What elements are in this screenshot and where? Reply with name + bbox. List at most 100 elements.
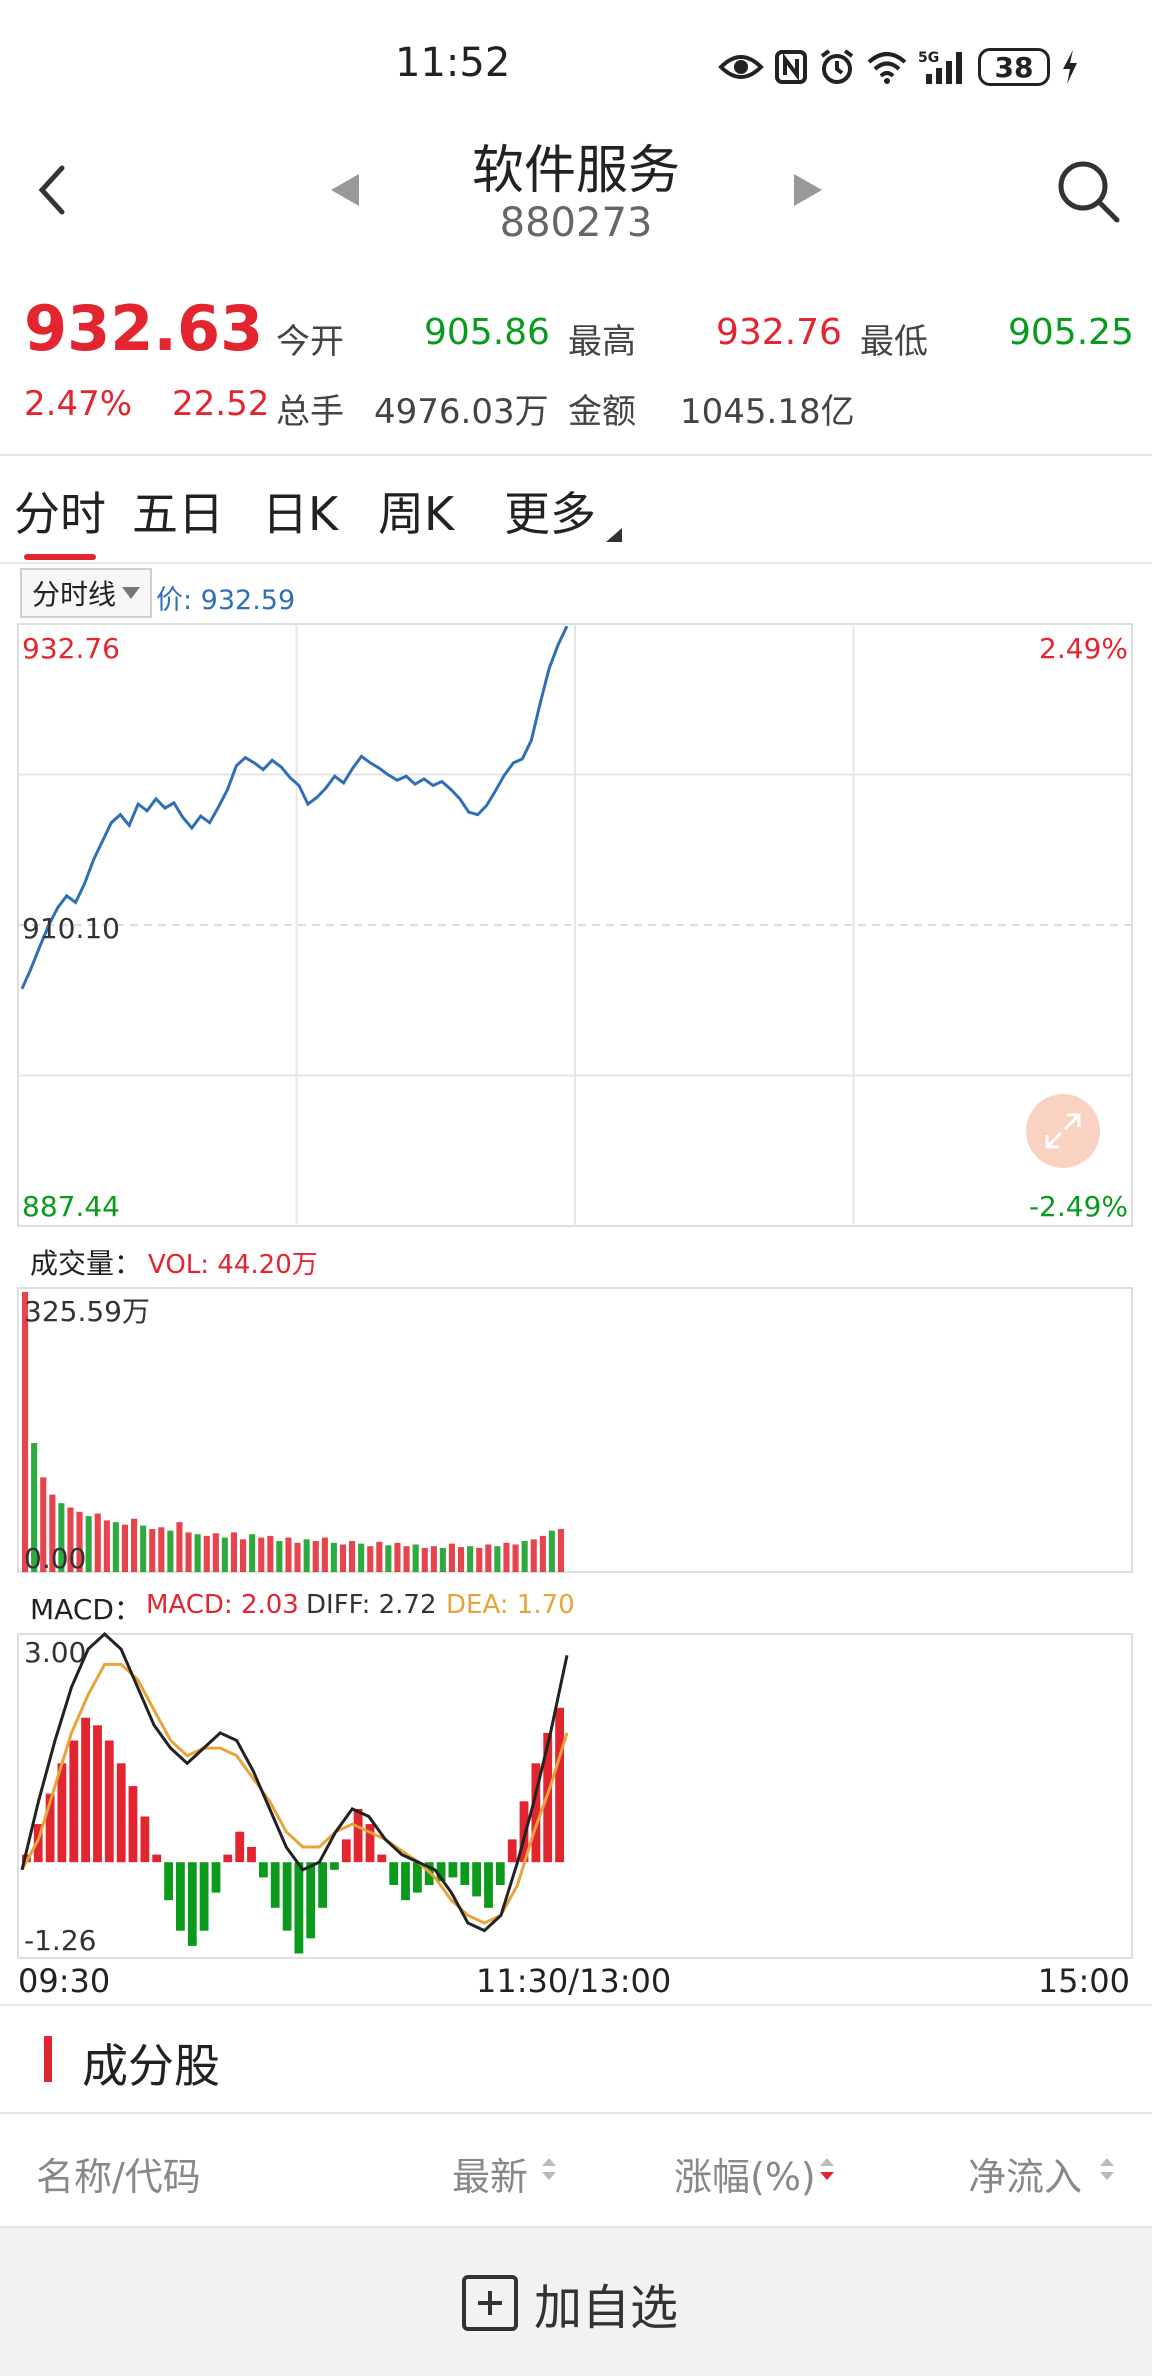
bottom-bar — [0, 2226, 1152, 2376]
macd-bar — [152, 1854, 162, 1863]
sort-icon — [542, 2158, 556, 2180]
high-value: 932.76 — [716, 312, 842, 353]
macd-bar — [460, 1862, 470, 1885]
chart-grid — [17, 623, 1133, 1959]
divider — [0, 562, 1152, 564]
price-chart — [20, 625, 569, 990]
volume-bar — [330, 1542, 337, 1572]
volume-bar — [512, 1544, 519, 1572]
volume-bar — [303, 1539, 310, 1572]
volume-bar — [131, 1518, 138, 1572]
volume-bar — [67, 1507, 74, 1572]
macd-bar — [341, 1839, 351, 1863]
change-percent: 2.47% — [24, 384, 133, 424]
pct-axis-min: -2.49% — [1028, 1190, 1128, 1223]
macd-bar — [140, 1816, 150, 1863]
macd-bar — [401, 1862, 410, 1901]
battery-indicator: 38 — [978, 48, 1050, 86]
volume-bar — [503, 1542, 510, 1572]
back-arrow-icon[interactable] — [30, 160, 74, 220]
volume-bar — [76, 1511, 83, 1572]
fullscreen-button[interactable] — [1026, 1094, 1100, 1168]
macd-bar — [507, 1839, 517, 1863]
macd-bar — [223, 1854, 233, 1863]
current-price: 932.63 — [24, 292, 264, 365]
volume-value: 4976.03万 — [374, 392, 549, 432]
search-icon[interactable] — [1055, 158, 1121, 224]
volume-bar — [539, 1535, 546, 1572]
volume-bar — [194, 1534, 201, 1572]
volume-bar — [40, 1477, 47, 1572]
volume-chart — [22, 1292, 564, 1572]
volume-bar — [339, 1544, 346, 1572]
sort-active-icon — [820, 2158, 834, 2180]
charging-icon — [1063, 50, 1077, 84]
stock-code: 880273 — [499, 200, 653, 246]
plus-box-icon — [462, 2275, 518, 2331]
more-dropdown-icon — [606, 528, 622, 542]
tab-five-day[interactable]: 五日 — [132, 487, 224, 541]
next-triangle-icon[interactable] — [788, 170, 828, 210]
volume-bar — [230, 1532, 237, 1572]
macd-bar — [235, 1831, 245, 1863]
volume-bar — [212, 1533, 219, 1572]
volume-bar — [249, 1534, 256, 1572]
macd-bar — [389, 1862, 399, 1885]
macd-bar — [306, 1862, 316, 1939]
tab-weekly-k[interactable]: 周K — [378, 487, 455, 541]
macd-bar — [176, 1862, 185, 1931]
column-net-inflow[interactable]: 净流入 — [968, 2155, 1083, 2199]
volume-bar — [121, 1524, 128, 1572]
macd-panel-border — [17, 1633, 1133, 1959]
volume-bar — [530, 1539, 537, 1572]
price-line — [20, 625, 569, 990]
macd-bar — [259, 1862, 268, 1878]
volume-bar — [49, 1494, 56, 1572]
volume-bar — [349, 1541, 356, 1572]
tab-daily-k[interactable]: 日K — [262, 487, 339, 541]
tab-intraday[interactable]: 分时 — [14, 487, 106, 541]
price-axis-mid: 910.10 — [22, 912, 120, 945]
active-tab-indicator — [24, 554, 96, 560]
column-latest[interactable]: 最新 — [452, 2155, 529, 2199]
alarm-icon — [820, 49, 854, 84]
amount-value: 1045.18亿 — [680, 392, 855, 432]
macd-bar — [116, 1763, 126, 1863]
volume-bar — [158, 1527, 165, 1572]
column-name-code[interactable]: 名称/代码 — [36, 2155, 201, 2199]
tab-more[interactable]: 更多 — [504, 487, 596, 541]
amount-label: 金额 — [568, 392, 636, 432]
macd-bar — [495, 1862, 505, 1885]
volume-bar — [203, 1535, 210, 1572]
macd-bar — [270, 1862, 280, 1908]
macd-bar — [555, 1707, 564, 1863]
volume-bar — [312, 1541, 319, 1572]
macd-bar — [484, 1862, 493, 1908]
volume-bar — [285, 1537, 292, 1572]
volume-bar — [412, 1544, 419, 1572]
volume-bar — [267, 1535, 274, 1572]
volume-bar — [85, 1516, 92, 1572]
volume-bar — [103, 1520, 110, 1572]
volume-bar — [485, 1544, 492, 1572]
volume-bar — [22, 1292, 29, 1572]
volume-bar — [421, 1547, 428, 1572]
volume-bar — [376, 1541, 383, 1572]
expand-icon — [1045, 1113, 1081, 1149]
volume-bar — [31, 1443, 38, 1572]
dea-line — [20, 1662, 569, 1925]
macd-bar — [377, 1854, 387, 1863]
prev-triangle-icon[interactable] — [325, 170, 365, 210]
volume-bar — [458, 1547, 465, 1572]
macd-bar — [413, 1862, 422, 1893]
volume-bar — [394, 1542, 401, 1572]
add-watchlist-button[interactable]: 加自选 — [462, 2268, 678, 2338]
line-mode-select[interactable]: 分时线 — [20, 568, 152, 618]
column-change-pct[interactable]: 涨幅(%) — [674, 2155, 816, 2199]
line-mode-label: 分时线 — [32, 578, 117, 611]
nfc-icon — [775, 50, 807, 84]
price-readout: 价: 932.59 — [156, 585, 296, 616]
dea-readout: DEA: 1.70 — [446, 1590, 575, 1620]
volume-bar — [149, 1529, 156, 1572]
macd-bar — [330, 1862, 339, 1870]
